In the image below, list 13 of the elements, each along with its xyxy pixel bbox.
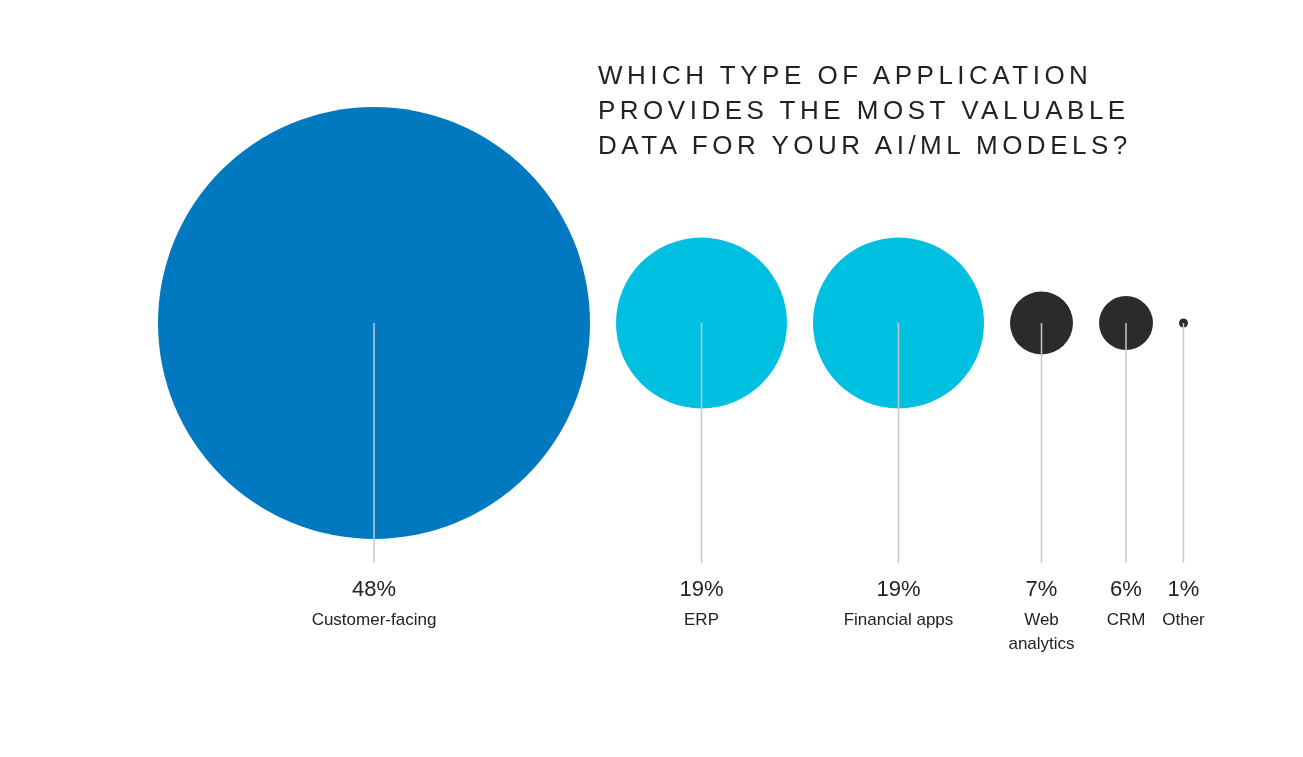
category-label: Financial apps — [843, 610, 954, 629]
data-label: 6% — [1110, 576, 1142, 601]
category-label: ERP — [684, 610, 719, 629]
data-label: 48% — [351, 576, 397, 601]
data-label: 7% — [1025, 576, 1058, 601]
data-label: 19% — [876, 576, 921, 601]
data-label: 19% — [679, 576, 724, 601]
category-label: Web analytics — [1008, 610, 1075, 653]
data-label: 1% — [1167, 576, 1200, 601]
category-label: Other — [1162, 610, 1206, 629]
text: WHICH TYPE OF APPLICATION PROVIDES THE MOST VALUABLE DATA FOR YOUR AI/ML MODELS? — [598, 59, 1133, 162]
category-label: Customer-facing — [311, 610, 437, 629]
category-label: CRM — [1106, 610, 1146, 629]
